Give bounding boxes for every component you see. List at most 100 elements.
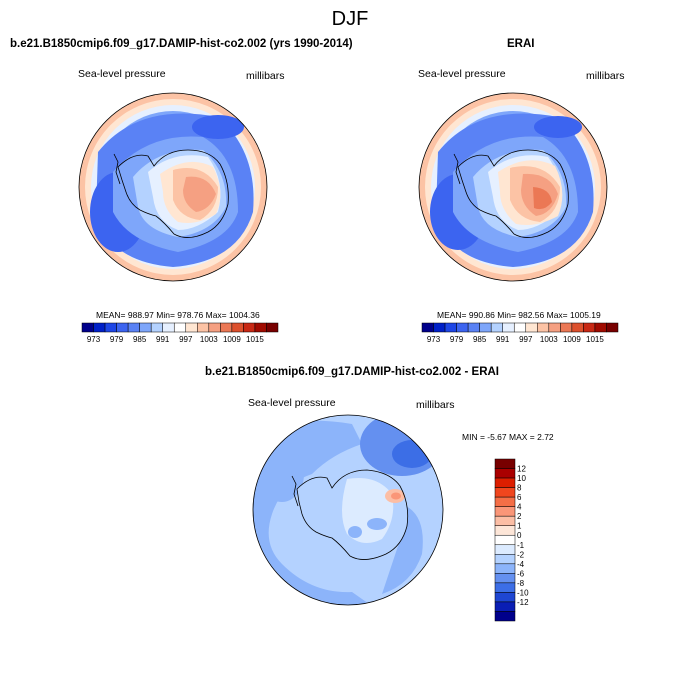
colorbar-swatch: [220, 322, 233, 333]
colorbar-tick-label: 973: [427, 335, 441, 344]
colorbar-swatch: [467, 322, 480, 333]
colorbar-tick-label: 985: [133, 335, 147, 344]
colorbar-swatch: [127, 322, 140, 333]
colorbar-swatch: [444, 322, 457, 333]
colorbar-tick-label: -6: [517, 569, 525, 578]
panel-2-stats: MEAN= 990.86 Min= 982.56 Max= 1005.19: [437, 310, 601, 320]
colorbar-swatch: [162, 322, 175, 333]
colorbar-tick-label: -2: [517, 550, 525, 559]
panel-1-stats: MEAN= 988.97 Min= 978.76 Max= 1004.36: [96, 310, 260, 320]
colorbar-swatch: [537, 322, 550, 333]
colorbar-swatch: [494, 554, 516, 565]
panel-3-map: [252, 414, 444, 606]
colorbar-swatch: [150, 322, 163, 333]
colorbar-swatch: [571, 322, 584, 333]
colorbar-swatch: [494, 506, 516, 517]
panel-2-colorbar: 973 979 985 991 997 1003 1009 1015: [421, 322, 619, 344]
colorbar-tick-label: 979: [110, 335, 124, 344]
colorbar-tick-label: 2: [517, 512, 522, 521]
panel-2-units: millibars: [586, 70, 625, 82]
colorbar-tick-label: 997: [179, 335, 193, 344]
colorbar-swatch: [254, 322, 267, 333]
colorbar-swatch: [494, 496, 516, 507]
colorbar-swatch: [116, 322, 129, 333]
panel-1-map: [78, 92, 268, 282]
panel-3-units: millibars: [416, 399, 455, 411]
colorbar-tick-label: -10: [517, 588, 529, 597]
colorbar-swatch: [494, 487, 516, 498]
colorbar-tick-label: 1015: [246, 335, 264, 344]
colorbar-swatch: [185, 322, 198, 333]
colorbar-swatch: [494, 573, 516, 584]
colorbar-swatch: [93, 322, 106, 333]
colorbar-tick-label: 0: [517, 531, 522, 540]
colorbar-swatch: [494, 544, 516, 555]
colorbar-tick-label: 1003: [540, 335, 558, 344]
colorbar-tick-label: 991: [496, 335, 510, 344]
panel-1-variable: Sea-level pressure: [78, 68, 166, 80]
panel-1-colorbar: 973 979 985 991 997 1003 1009 1015: [81, 322, 279, 344]
colorbar-swatch: [266, 322, 279, 333]
panel-2-title: ERAI: [507, 38, 535, 50]
colorbar-swatch: [208, 322, 221, 333]
colorbar-tick-label: 6: [517, 493, 522, 502]
colorbar-swatch: [81, 322, 94, 333]
colorbar-swatch: [583, 322, 596, 333]
panel-2-variable: Sea-level pressure: [418, 68, 506, 80]
panel-3-variable: Sea-level pressure: [248, 397, 336, 409]
colorbar-tick-label: -8: [517, 579, 525, 588]
colorbar-tick-label: 8: [517, 484, 522, 493]
colorbar-swatch: [494, 582, 516, 593]
colorbar-swatch: [494, 477, 516, 488]
colorbar-swatch: [494, 563, 516, 574]
colorbar-swatch: [456, 322, 469, 333]
colorbar-swatch: [525, 322, 538, 333]
colorbar-tick-label: 979: [450, 335, 464, 344]
colorbar-swatch: [494, 515, 516, 526]
colorbar-swatch: [494, 592, 516, 603]
colorbar-tick-label: -12: [517, 598, 529, 607]
panel-1-units: millibars: [246, 70, 285, 82]
colorbar-swatch: [243, 322, 256, 333]
colorbar-tick-label: 985: [473, 335, 487, 344]
colorbar-swatch: [560, 322, 573, 333]
colorbar-swatch: [197, 322, 210, 333]
colorbar-swatch: [502, 322, 515, 333]
colorbar-tick-label: 1009: [563, 335, 581, 344]
colorbar-tick-label: 991: [156, 335, 170, 344]
colorbar-swatch: [139, 322, 152, 333]
colorbar-swatch: [548, 322, 561, 333]
colorbar-swatch: [421, 322, 434, 333]
colorbar-swatch: [494, 611, 516, 622]
colorbar-tick-label: 1: [517, 522, 522, 531]
colorbar-swatch: [490, 322, 503, 333]
colorbar-swatch: [433, 322, 446, 333]
colorbar-swatch: [494, 468, 516, 479]
panel-3-stats: MIN = -5.67 MAX = 2.72: [462, 432, 554, 442]
colorbar-tick-label: 973: [87, 335, 101, 344]
colorbar-swatch: [494, 525, 516, 536]
season-title: DJF: [331, 8, 369, 30]
colorbar-tick-label: 4: [517, 503, 522, 512]
colorbar-swatch: [494, 601, 516, 612]
colorbar-tick-label: 997: [519, 335, 533, 344]
colorbar-swatch: [104, 322, 117, 333]
colorbar-swatch: [513, 322, 527, 333]
panel-1-title: b.e21.B1850cmip6.f09_g17.DAMIP-hist-co2.…: [10, 38, 353, 50]
colorbar-tick-label: -1: [517, 541, 525, 550]
colorbar-tick-label: 10: [517, 474, 526, 483]
colorbar-tick-label: 1003: [200, 335, 218, 344]
panel-2-map: [418, 92, 608, 282]
colorbar-swatch: [594, 322, 607, 333]
colorbar-tick-label: 1015: [586, 335, 604, 344]
panel-3-title: b.e21.B1850cmip6.f09_g17.DAMIP-hist-co2.…: [205, 366, 500, 378]
colorbar-tick-label: -4: [517, 560, 525, 569]
colorbar-swatch: [494, 458, 516, 469]
colorbar-swatch: [494, 534, 516, 546]
colorbar-swatch: [173, 322, 187, 333]
colorbar-swatch: [231, 322, 244, 333]
colorbar-swatch: [479, 322, 492, 333]
colorbar-tick-label: 12: [517, 465, 526, 474]
colorbar-tick-label: 1009: [223, 335, 241, 344]
